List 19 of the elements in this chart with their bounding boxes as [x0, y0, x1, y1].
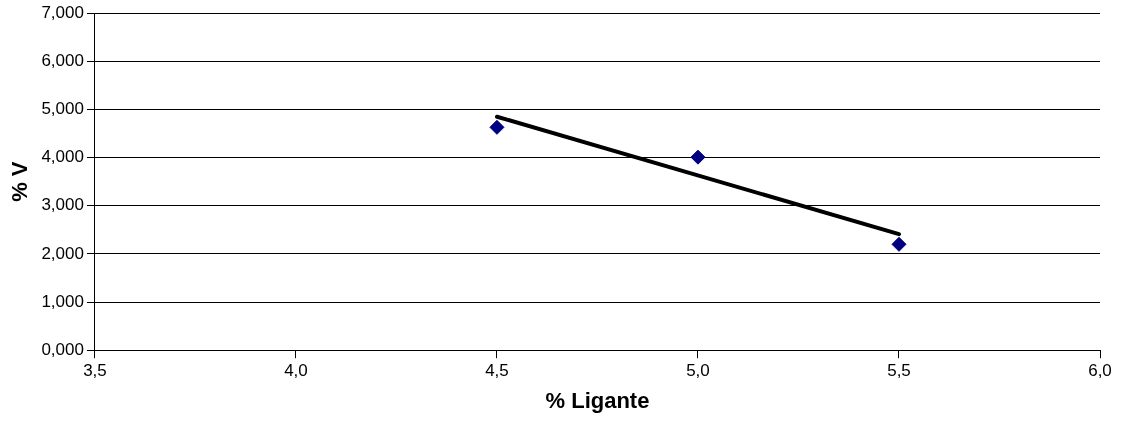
- y-tick-label: 6,000: [41, 51, 84, 71]
- y-tick-label: 2,000: [41, 243, 84, 263]
- point: [489, 119, 505, 135]
- point: [891, 236, 907, 252]
- x-tick-label: 5,0: [686, 361, 710, 381]
- x-tick-label: 4,5: [485, 361, 509, 381]
- y-tick-label: 4,000: [41, 147, 84, 167]
- x-tick-label: 3,5: [83, 361, 107, 381]
- y-tick-label: 7,000: [41, 2, 84, 22]
- y-axis-title: % V: [7, 161, 33, 202]
- x-tick-label: 5,5: [887, 361, 911, 381]
- x-tick-label: 6,0: [1088, 361, 1112, 381]
- y-tick-label: 5,000: [41, 99, 84, 119]
- x-tick-label: 4,0: [284, 361, 308, 381]
- x-axis-title: % Ligante: [545, 387, 650, 413]
- y-tick-label: 3,000: [41, 195, 84, 215]
- point: [690, 149, 706, 165]
- y-tick-label: 0,000: [41, 339, 84, 359]
- y-tick-label: 1,000: [41, 291, 84, 311]
